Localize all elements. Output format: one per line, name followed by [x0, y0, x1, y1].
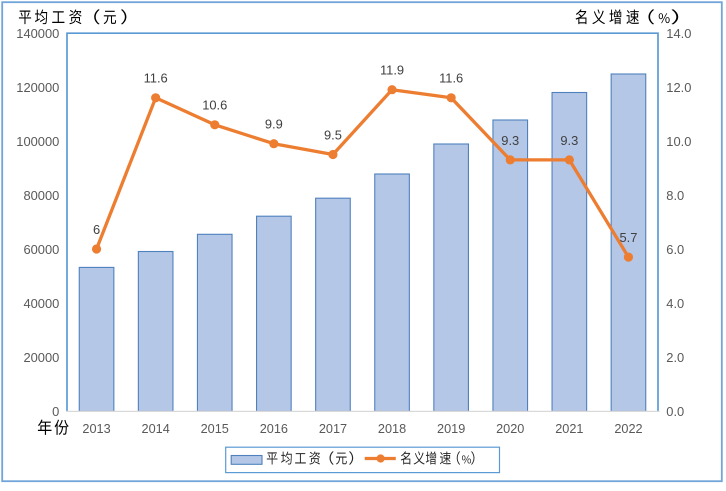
svg-text:10.6: 10.6	[202, 98, 227, 113]
svg-text:100000: 100000	[16, 134, 59, 149]
svg-text:80000: 80000	[23, 188, 59, 203]
svg-text:2017: 2017	[319, 422, 347, 436]
svg-text:2013: 2013	[82, 422, 110, 436]
svg-text:11.9: 11.9	[380, 63, 404, 78]
svg-text:2021: 2021	[555, 422, 583, 436]
svg-text:8.0: 8.0	[666, 188, 684, 203]
svg-text:40000: 40000	[23, 296, 59, 311]
svg-text:120000: 120000	[16, 80, 59, 95]
svg-text:2016: 2016	[260, 422, 288, 436]
svg-text:2014: 2014	[142, 422, 170, 436]
svg-text:10.0: 10.0	[666, 134, 691, 149]
svg-text:11.6: 11.6	[144, 71, 168, 86]
svg-text:6.0: 6.0	[666, 242, 684, 257]
svg-text:5.7: 5.7	[619, 230, 637, 245]
svg-text:2.0: 2.0	[666, 350, 684, 365]
svg-text:2018: 2018	[378, 422, 406, 436]
svg-text:2022: 2022	[614, 422, 642, 436]
svg-text:6: 6	[93, 222, 100, 237]
svg-text:0: 0	[52, 404, 59, 419]
svg-text:2019: 2019	[437, 422, 465, 436]
svg-text:2015: 2015	[201, 422, 229, 436]
svg-text:0.0: 0.0	[666, 404, 684, 419]
svg-text:4.0: 4.0	[666, 296, 684, 311]
svg-text:2020: 2020	[496, 422, 524, 436]
svg-text:12.0: 12.0	[666, 80, 691, 95]
svg-text:140000: 140000	[16, 26, 59, 41]
svg-text:60000: 60000	[23, 242, 59, 257]
svg-text:9.5: 9.5	[324, 127, 342, 142]
svg-text:20000: 20000	[23, 350, 59, 365]
svg-text:11.6: 11.6	[439, 71, 463, 86]
svg-text:14.0: 14.0	[666, 26, 691, 41]
svg-text:9.9: 9.9	[265, 117, 283, 132]
svg-text:9.3: 9.3	[560, 133, 578, 148]
svg-text:9.3: 9.3	[501, 133, 519, 148]
